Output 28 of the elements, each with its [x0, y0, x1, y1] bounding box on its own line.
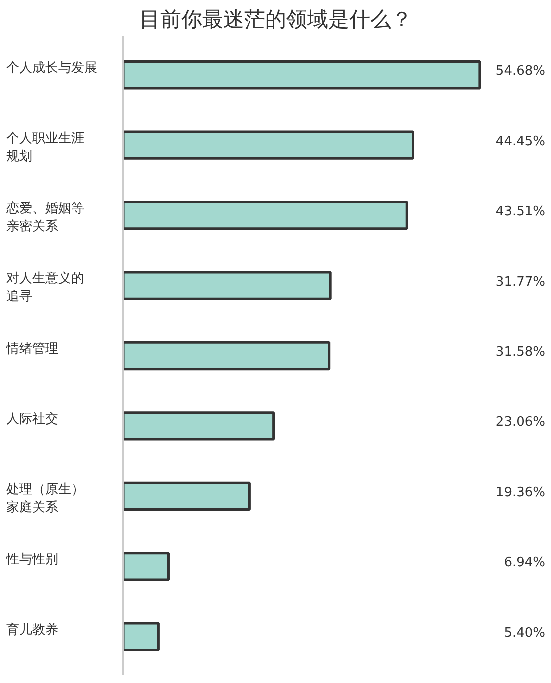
bar	[122, 482, 251, 512]
data-label: 23.06%	[496, 415, 546, 430]
y-tick-label: 处理（原生）家庭关系	[6, 482, 84, 516]
y-tick-label: 人际社交	[6, 411, 58, 428]
bar	[122, 622, 160, 652]
bar	[122, 271, 332, 300]
data-label: 44.45%	[496, 134, 546, 150]
bar	[122, 60, 482, 90]
y-tick-label: 恋爱、婚姻等亲密关系	[6, 200, 84, 235]
bar	[122, 552, 170, 582]
bar	[122, 130, 414, 160]
data-label: 54.68%	[496, 64, 546, 80]
data-label: 31.77%	[496, 274, 546, 290]
y-tick-label: 个人职业生涯规划	[6, 131, 84, 164]
bar	[122, 341, 331, 371]
y-tick-label: 情绪管理	[6, 342, 58, 357]
data-label: 6.94%	[504, 556, 546, 571]
y-tick-label: 性与性别	[6, 552, 58, 568]
chart-title: 目前你最迷茫的领域是什么？	[140, 8, 412, 32]
y-tick-label: 个人成长与发展	[6, 61, 98, 76]
y-tick-label: 对人生意义的追寻	[6, 272, 84, 305]
data-label: 19.36%	[496, 485, 546, 500]
bar	[122, 412, 276, 441]
data-label: 5.40%	[504, 626, 546, 641]
data-label: 31.58%	[496, 344, 546, 360]
y-tick-label: 育儿教养	[6, 622, 58, 638]
data-label: 43.51%	[496, 204, 546, 220]
bar	[122, 200, 408, 230]
